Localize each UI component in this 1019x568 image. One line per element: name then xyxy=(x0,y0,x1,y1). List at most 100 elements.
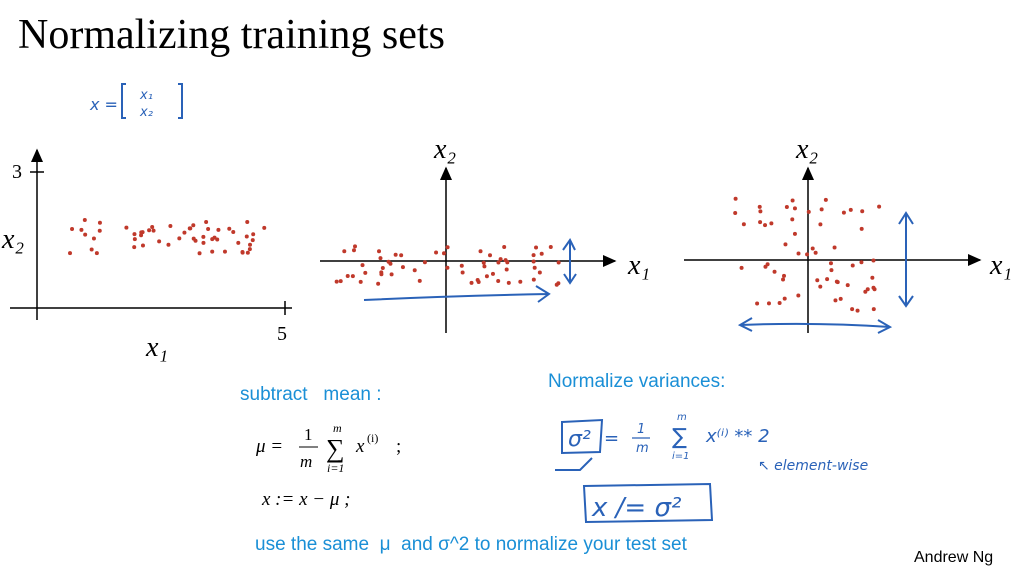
dot xyxy=(790,217,795,222)
author: Andrew Ng xyxy=(914,549,993,566)
dot xyxy=(245,219,250,224)
dot xyxy=(222,249,227,254)
dot xyxy=(490,271,495,276)
slide-title: Normalizing training sets xyxy=(18,12,445,58)
dot xyxy=(132,237,137,242)
formula-part: m xyxy=(677,412,687,423)
dot xyxy=(790,198,795,203)
dot xyxy=(204,219,209,224)
bracket xyxy=(121,83,183,119)
dot xyxy=(810,246,815,251)
hand-box xyxy=(582,482,714,524)
dot xyxy=(848,207,853,212)
formula-part: i=1 xyxy=(672,451,690,462)
dot xyxy=(850,263,855,268)
dot xyxy=(412,268,417,273)
dot xyxy=(188,226,193,231)
dot xyxy=(783,242,788,247)
dot xyxy=(784,205,789,210)
dot xyxy=(782,273,787,278)
dot xyxy=(166,242,171,247)
dot xyxy=(342,249,347,254)
hand-box xyxy=(561,418,604,455)
dot xyxy=(358,279,363,284)
dot xyxy=(475,278,480,283)
plot: 3 5 x₂ x₁ xyxy=(1,148,292,363)
dot xyxy=(833,298,838,303)
heading: Normalize variances: xyxy=(548,371,725,392)
dot xyxy=(772,269,777,274)
dot xyxy=(877,204,882,209)
heading: subtract mean : xyxy=(240,384,382,405)
dot xyxy=(70,226,75,231)
dot xyxy=(781,277,786,282)
dot xyxy=(240,250,245,255)
formula-part: x⁽ⁱ⁾ ** 2 xyxy=(705,426,770,447)
dot xyxy=(388,261,393,266)
hand-arrow xyxy=(555,457,593,471)
dot xyxy=(376,281,381,286)
dot xyxy=(227,226,232,231)
dot xyxy=(139,230,144,235)
dot xyxy=(124,225,129,230)
dot xyxy=(79,227,84,232)
dot xyxy=(758,209,763,214)
dot xyxy=(504,267,509,272)
dot xyxy=(815,278,820,283)
dot xyxy=(481,260,486,265)
dot xyxy=(777,300,782,305)
formula-part: ∑ xyxy=(326,434,345,463)
dot xyxy=(733,196,738,201)
update: x /= σ² xyxy=(591,493,681,523)
dot xyxy=(818,222,823,227)
dot xyxy=(531,253,536,258)
dot xyxy=(422,260,427,265)
dot xyxy=(379,270,384,275)
hand-arrow xyxy=(562,238,577,285)
dot xyxy=(841,210,846,215)
dot xyxy=(518,279,523,284)
dot xyxy=(532,265,537,270)
dot xyxy=(363,270,368,275)
dot xyxy=(262,225,267,230)
dot xyxy=(496,279,501,284)
formula-part: 1 xyxy=(304,425,313,444)
dot xyxy=(484,274,489,279)
formula-part: ∑ xyxy=(672,425,687,450)
dot xyxy=(91,236,96,241)
dot xyxy=(351,248,356,253)
dot xyxy=(206,227,211,232)
dot xyxy=(177,236,182,241)
dot xyxy=(378,256,383,261)
y-axis-label: x₂ xyxy=(795,134,818,165)
dot xyxy=(871,307,876,312)
dot xyxy=(755,301,760,306)
dot xyxy=(534,245,539,250)
dot xyxy=(441,251,446,256)
dot xyxy=(83,232,88,237)
dot xyxy=(353,244,358,249)
subtract-mean: subtract mean : μ = 1 m m ∑ i=1 x (i) ; … xyxy=(240,384,401,510)
dot xyxy=(506,280,511,285)
formula-part: 1 xyxy=(637,422,645,437)
formula-part: ; xyxy=(396,436,401,457)
y-tick-label: 3 xyxy=(12,161,22,183)
dot xyxy=(244,234,249,239)
dot xyxy=(216,227,221,232)
dot xyxy=(488,253,493,258)
dot xyxy=(870,275,875,280)
formula-part: (i) xyxy=(367,431,378,445)
dot xyxy=(863,289,868,294)
dot xyxy=(823,197,828,202)
dot xyxy=(739,265,744,270)
normalize-variances: Normalize variances: σ² = 1 m m ∑ i=1 x⁽… xyxy=(548,371,868,524)
dot xyxy=(139,233,144,238)
update: x := x − μ ; xyxy=(261,489,350,510)
dot xyxy=(478,249,483,254)
vector-bottom: x₂ xyxy=(139,105,153,120)
dot xyxy=(399,253,404,258)
formula-part: i=1 xyxy=(327,461,344,475)
dot xyxy=(68,251,73,256)
dot xyxy=(334,279,339,284)
dot xyxy=(191,236,196,241)
